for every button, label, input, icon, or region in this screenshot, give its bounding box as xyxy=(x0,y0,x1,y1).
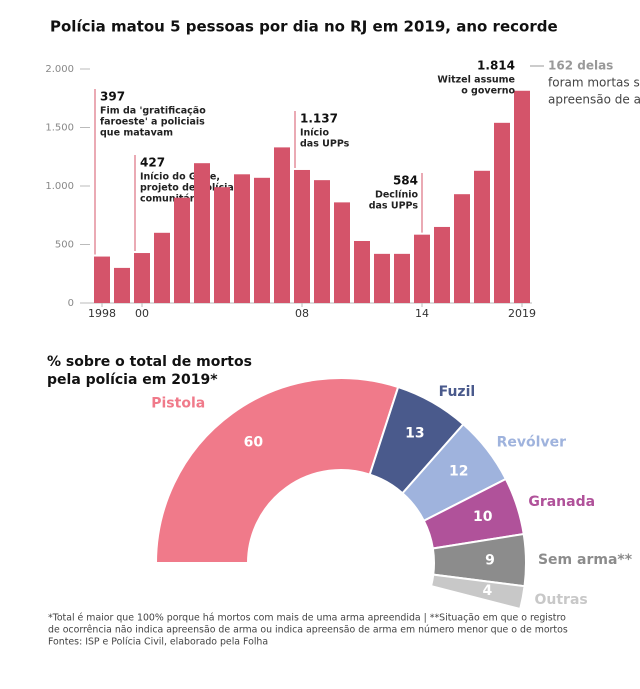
value-label: 13 xyxy=(405,426,424,442)
bar xyxy=(254,177,270,303)
side-note: apreensão de arma xyxy=(548,93,640,107)
bar xyxy=(134,253,150,303)
annotation: Início do Gpae, xyxy=(140,172,220,183)
bar xyxy=(434,226,450,303)
value-label: 4 xyxy=(482,583,492,599)
annotation: Declínio xyxy=(375,190,418,201)
side-note: foram mortas sem xyxy=(548,76,640,90)
bar xyxy=(94,256,110,303)
value-label: 1.137 xyxy=(300,112,338,126)
legend-label: Revólver xyxy=(497,434,566,450)
bar xyxy=(294,169,310,303)
bar xyxy=(114,267,130,303)
bar xyxy=(374,253,390,303)
annotation: das UPPs xyxy=(369,201,419,212)
bar xyxy=(314,180,330,303)
annotation: Fim da 'gratificação xyxy=(100,106,206,117)
value-label: 10 xyxy=(473,509,493,525)
value-label: 60 xyxy=(244,434,264,450)
y-tick-label: 0 xyxy=(68,298,74,309)
legend-label: Fuzil xyxy=(439,384,476,400)
legend-label: Sem arma** xyxy=(538,552,633,568)
bar xyxy=(354,240,370,303)
annotation: das UPPs xyxy=(300,139,350,150)
bar xyxy=(214,187,230,303)
annotation: faroeste' a policiais xyxy=(100,117,205,128)
footnote: Fontes: ISP e Polícia Civil, elaborado p… xyxy=(48,637,268,648)
footnote: de ocorrência não indica apreensão de ar… xyxy=(48,625,568,636)
x-tick-label: 1998 xyxy=(88,307,116,320)
x-tick-label: 2019 xyxy=(508,307,536,320)
legend-label: Outras xyxy=(535,592,588,608)
bar xyxy=(174,197,190,303)
annotation: Witzel assume xyxy=(437,75,515,86)
annotation: Início xyxy=(300,128,329,139)
annotation: projeto de polícia xyxy=(140,183,234,194)
x-tick-label: 08 xyxy=(295,307,309,320)
y-tick-label: 500 xyxy=(55,240,74,251)
value-label: 584 xyxy=(393,174,418,188)
annotation: o governo xyxy=(461,86,515,97)
chart-subtitle: pela polícia em 2019* xyxy=(47,372,218,388)
value-label: 397 xyxy=(100,90,125,104)
bar xyxy=(394,253,410,303)
bar xyxy=(154,232,170,303)
value-label: 12 xyxy=(449,464,468,480)
chart-title: Polícia matou 5 pessoas por dia no RJ em… xyxy=(50,18,558,36)
value-label: 1.814 xyxy=(477,59,515,73)
bar xyxy=(454,194,470,303)
bar xyxy=(194,163,210,303)
annotation: comunitária xyxy=(140,194,204,205)
bar xyxy=(494,122,510,303)
chart-subtitle: % sobre o total de mortos xyxy=(47,354,252,370)
x-tick-label: 14 xyxy=(415,307,429,320)
legend-label: Granada xyxy=(528,494,595,510)
footnote: *Total é maior que 100% porque há mortos… xyxy=(48,613,566,624)
bar xyxy=(234,174,250,303)
donut-segment xyxy=(154,377,400,564)
donut-segment xyxy=(429,573,526,611)
bar xyxy=(414,234,430,303)
value-label: 427 xyxy=(140,156,165,170)
bar xyxy=(474,170,490,303)
value-label: 9 xyxy=(485,553,495,569)
y-tick-label: 1.000 xyxy=(45,181,74,192)
x-tick-label: 00 xyxy=(135,307,149,320)
bar xyxy=(514,90,530,304)
annotation: que matavam xyxy=(100,128,173,139)
legend-label: Pistola xyxy=(151,396,205,412)
bar xyxy=(274,147,290,303)
side-note: 162 delas xyxy=(548,59,613,73)
bar xyxy=(334,202,350,303)
y-tick-label: 1.500 xyxy=(45,123,74,134)
y-tick-label: 2.000 xyxy=(45,64,74,75)
